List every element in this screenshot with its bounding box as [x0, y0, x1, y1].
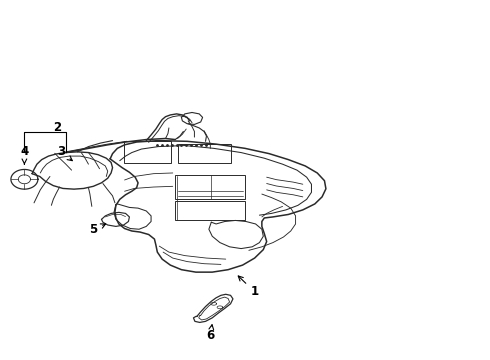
Bar	[175, 201, 245, 220]
Bar	[123, 141, 171, 163]
Bar	[177, 144, 231, 163]
Text: 3: 3	[57, 145, 73, 161]
Text: 4: 4	[20, 145, 28, 164]
Text: 5: 5	[89, 224, 105, 237]
Bar	[175, 175, 245, 199]
Text: 1: 1	[238, 276, 259, 298]
Text: 2: 2	[53, 121, 61, 134]
Text: 6: 6	[206, 325, 215, 342]
